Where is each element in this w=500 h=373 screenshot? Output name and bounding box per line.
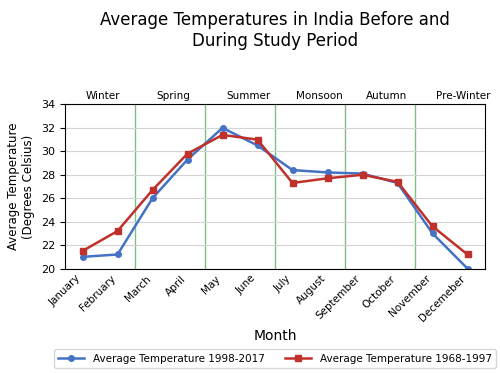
Text: Autumn: Autumn	[366, 91, 407, 101]
X-axis label: Month: Month	[254, 329, 297, 343]
Average Temperature 1968-1997	[150, 188, 156, 192]
Text: Spring: Spring	[156, 91, 190, 101]
Line: Average Temperature 1998-2017: Average Temperature 1998-2017	[80, 125, 470, 271]
Average Temperature 1998-2017	[394, 181, 400, 185]
Average Temperature 1998-2017	[360, 171, 366, 176]
Average Temperature 1968-1997	[324, 176, 330, 181]
Average Temperature 1968-1997	[360, 173, 366, 177]
Average Temperature 1998-2017	[220, 126, 226, 130]
Average Temperature 1998-2017	[254, 143, 260, 148]
Average Temperature 1998-2017	[324, 170, 330, 175]
Text: Winter: Winter	[86, 91, 120, 101]
Average Temperature 1968-1997	[430, 224, 436, 229]
Average Temperature 1968-1997	[184, 151, 190, 156]
Average Temperature 1968-1997	[464, 252, 470, 257]
Average Temperature 1998-2017	[290, 168, 296, 172]
Average Temperature 1998-2017	[464, 266, 470, 271]
Text: Summer: Summer	[226, 91, 270, 101]
Y-axis label: Average Temperature
(Degrees Celsius): Average Temperature (Degrees Celsius)	[8, 123, 36, 250]
Average Temperature 1998-2017	[184, 157, 190, 162]
Average Temperature 1968-1997	[220, 133, 226, 137]
Legend: Average Temperature 1998-2017, Average Temperature 1968-1997: Average Temperature 1998-2017, Average T…	[54, 350, 496, 368]
Average Temperature 1998-2017	[80, 255, 86, 259]
Average Temperature 1968-1997	[80, 249, 86, 253]
Text: Average Temperatures in India Before and
During Study Period: Average Temperatures in India Before and…	[100, 11, 450, 50]
Text: Monsoon: Monsoon	[296, 91, 343, 101]
Line: Average Temperature 1968-1997: Average Temperature 1968-1997	[80, 132, 470, 257]
Average Temperature 1968-1997	[254, 137, 260, 142]
Average Temperature 1998-2017	[430, 231, 436, 236]
Average Temperature 1998-2017	[150, 196, 156, 200]
Average Temperature 1968-1997	[394, 179, 400, 184]
Average Temperature 1968-1997	[114, 229, 120, 233]
Average Temperature 1968-1997	[290, 181, 296, 185]
Average Temperature 1998-2017	[114, 252, 120, 257]
Text: Pre-Winter: Pre-Winter	[436, 91, 490, 101]
